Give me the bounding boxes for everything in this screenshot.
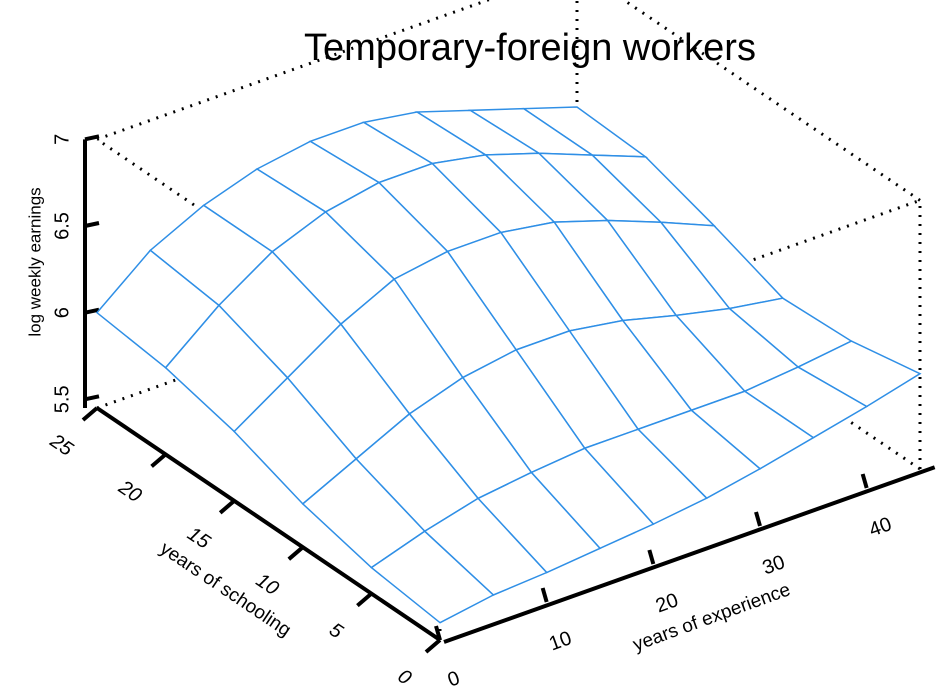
box-edge [439, 198, 921, 373]
x-tick [647, 549, 656, 565]
z-tick [84, 307, 100, 315]
x-tick-label: 20 [653, 589, 681, 617]
z-tick [84, 134, 100, 142]
x-tick [540, 587, 549, 603]
y-tick [218, 499, 236, 515]
z-tick-label: 5.5 [51, 385, 73, 413]
x-axis-title: years of experience [630, 579, 793, 655]
chart-title: Temporary-foreign workers [304, 27, 756, 69]
x-tick-label: 0 [445, 667, 463, 691]
x-tick-label: 30 [760, 551, 788, 579]
z-tick-label: 7 [51, 134, 73, 145]
surface-cell [370, 530, 495, 624]
y-tick [424, 638, 442, 654]
y-tick-label: 25 [45, 430, 77, 462]
y-tick-label: 0 [394, 665, 416, 689]
box-edge [621, 0, 921, 202]
y-tick-label: 5 [325, 619, 347, 644]
y-tick-label: 10 [252, 569, 283, 600]
z-tick-label: 6.5 [51, 212, 73, 240]
z-tick [84, 394, 100, 402]
z-tick-label: 6 [51, 307, 73, 318]
y-tick [287, 545, 305, 561]
z-axis-title: log weekly earnings [25, 187, 44, 336]
x-tick [434, 625, 442, 641]
y-tick-label: 15 [183, 523, 214, 554]
z-tick [84, 221, 100, 228]
x-tick [754, 511, 762, 527]
x-tick [860, 473, 869, 489]
y-tick [81, 406, 99, 422]
x-tick-label: 40 [866, 513, 894, 541]
y-tick-label: 20 [114, 476, 146, 507]
x-axis [443, 465, 936, 644]
x-tick-label: 10 [546, 627, 574, 655]
y-tick [356, 592, 373, 608]
y-tick [150, 452, 167, 468]
y-axis [95, 406, 442, 642]
